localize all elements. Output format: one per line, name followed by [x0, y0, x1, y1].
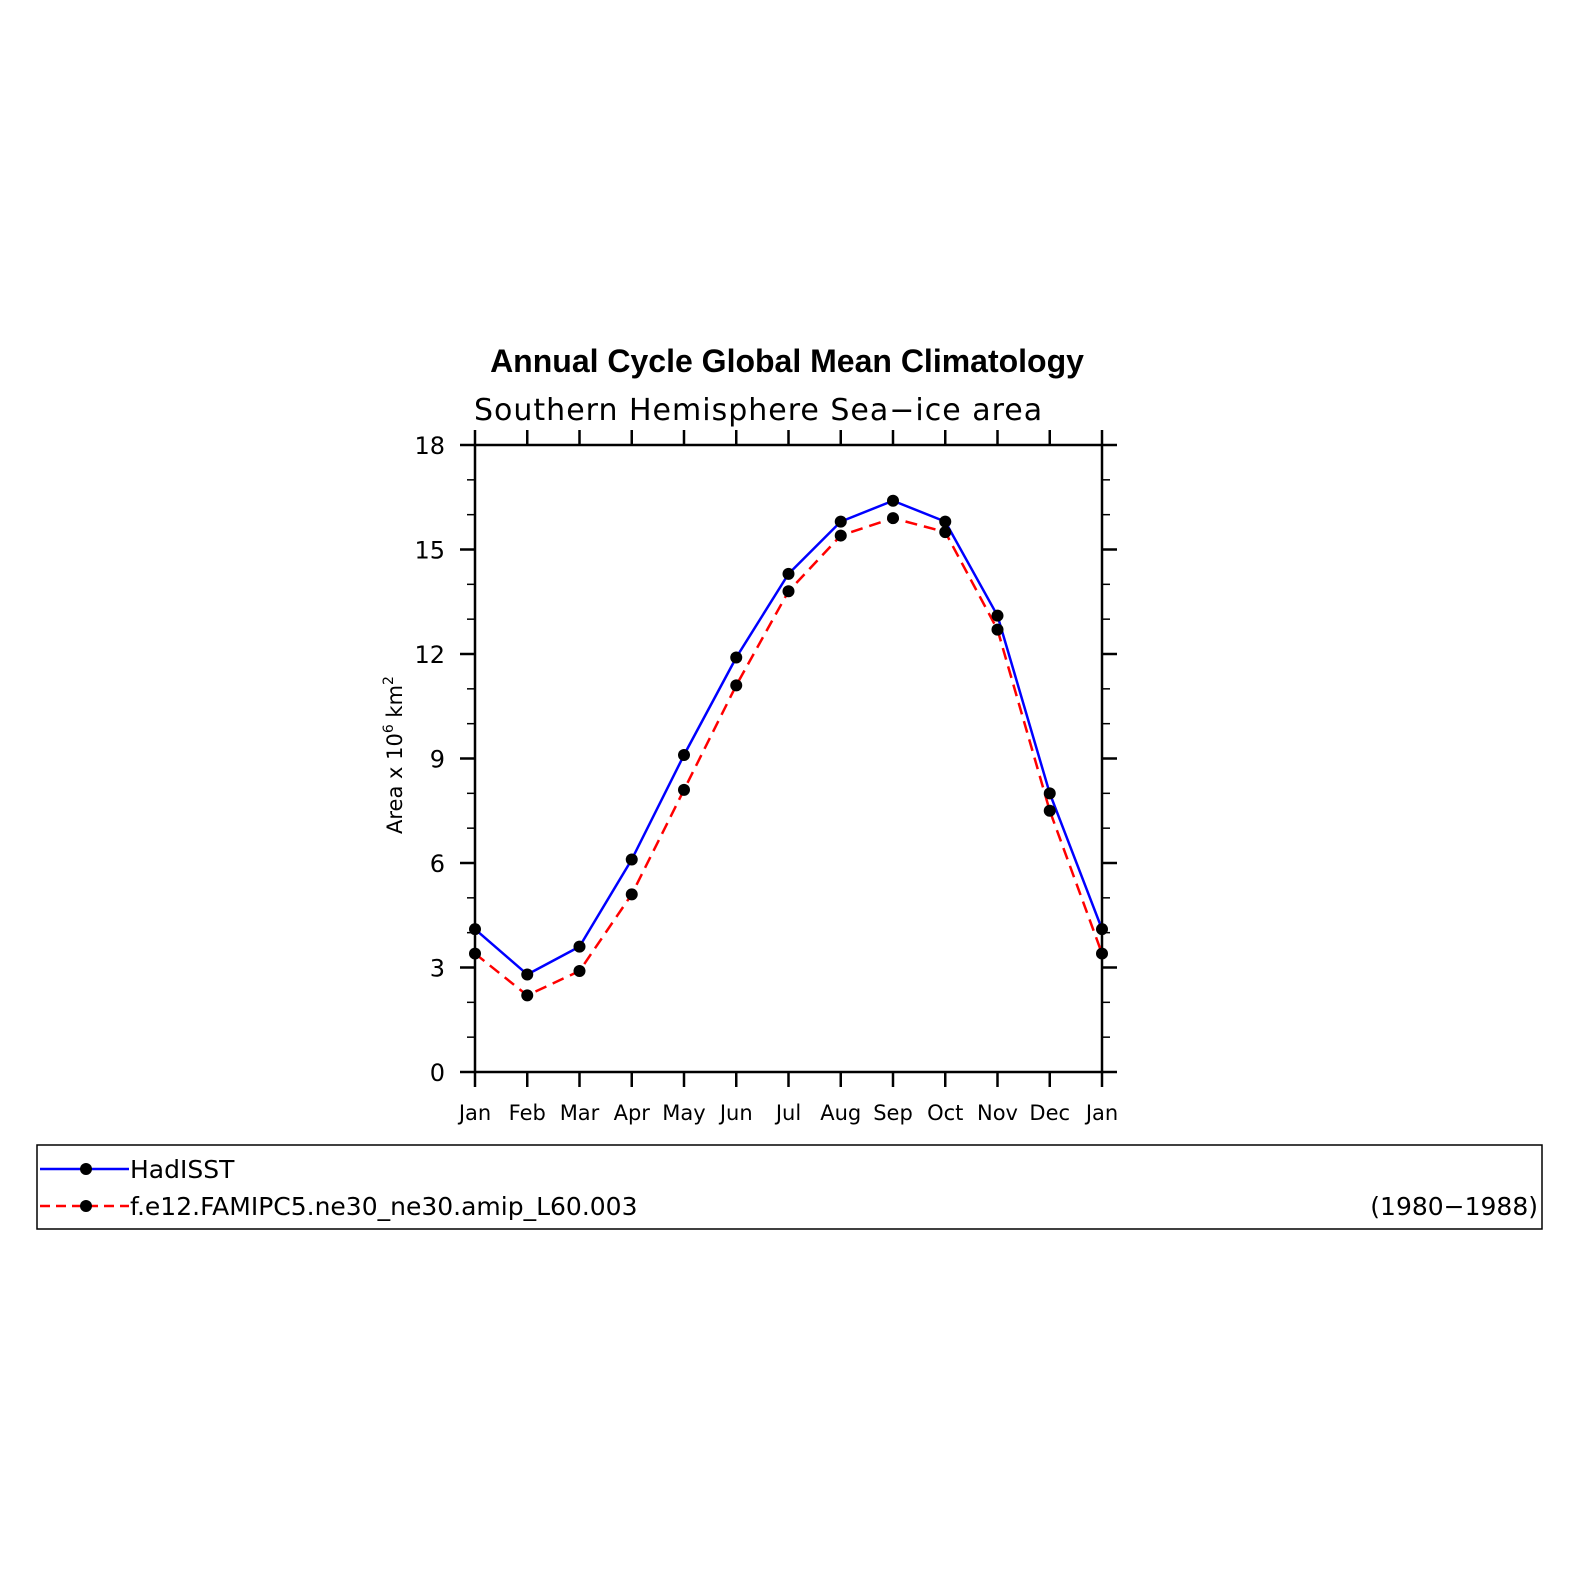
legend: HadISST f.e12.FAMIPC5.ne30_ne30.amip_L60… — [36, 1144, 1543, 1230]
data-point-series-0 — [469, 923, 481, 936]
data-point-series-0 — [625, 853, 638, 866]
x-tick-label: May — [662, 1101, 705, 1125]
legend-box — [36, 1144, 1543, 1230]
legend-marker-hadisst — [80, 1163, 92, 1175]
data-point-series-0 — [678, 749, 690, 762]
axis-ticks: 0 3 6 9 12 15 18 Jan Feb Mar Apr May Jun Jul Aug Sep Oct… — [414, 430, 1118, 1125]
x-tick-label: Oct — [927, 1101, 963, 1125]
data-point-series-1 — [834, 529, 847, 542]
chart-title: Annual Cycle Global Mean Climatology — [490, 343, 1084, 379]
data-point-series-1 — [730, 679, 743, 692]
y-tick-label: 6 — [430, 850, 445, 878]
data-point-series-1 — [521, 989, 534, 1002]
data-point-series-0 — [991, 609, 1004, 622]
y-axis-label-exponent: 6 — [381, 724, 397, 733]
data-point-series-1 — [887, 512, 899, 525]
y-tick-label: 18 — [414, 432, 445, 460]
y-axis-label-unit-exponent: 2 — [381, 676, 397, 685]
y-tick-label: 3 — [430, 955, 445, 983]
legend-label-model: f.e12.FAMIPC5.ne30_ne30.amip_L60.003 — [130, 1192, 638, 1221]
series-layer — [469, 494, 1108, 1002]
data-point-series-0 — [730, 651, 743, 664]
data-point-series-1 — [1096, 947, 1108, 960]
data-point-series-0 — [887, 494, 899, 507]
data-point-series-1 — [939, 526, 952, 539]
x-tick-label: Feb — [509, 1101, 546, 1125]
x-tick-label: Aug — [820, 1101, 861, 1125]
data-point-series-1 — [573, 964, 586, 977]
chart-subtitle: Southern Hemisphere Sea−ice area — [474, 393, 1043, 428]
data-point-series-0 — [782, 567, 795, 580]
data-point-series-0 — [1043, 787, 1056, 800]
x-tick-label: Sep — [873, 1101, 913, 1125]
x-tick-label: Jan — [457, 1101, 491, 1125]
x-tick-label: Apr — [614, 1101, 651, 1125]
x-tick-label: Jul — [774, 1101, 801, 1125]
svg-text:Area x 106 km2: Area x 106 km2 — [381, 676, 407, 834]
plot-frame — [473, 443, 1104, 1074]
x-tick-label: Jun — [718, 1101, 753, 1125]
y-tick-label: 12 — [414, 641, 445, 669]
x-tick-label: Dec — [1029, 1101, 1070, 1125]
y-tick-label: 15 — [414, 537, 445, 565]
x-tick-label: Nov — [977, 1101, 1018, 1125]
x-tick-label: Jan — [1084, 1101, 1118, 1125]
data-point-series-1 — [991, 623, 1004, 636]
y-axis-label-unit: km — [383, 685, 407, 718]
legend-label-hadisst: HadISST — [130, 1155, 235, 1184]
y-tick-label: 9 — [430, 746, 445, 774]
legend-period-note: (1980−1988) — [1370, 1192, 1538, 1221]
y-axis-label: Area x 106 km2 — [381, 676, 407, 834]
data-point-series-0 — [573, 940, 586, 953]
data-point-series-0 — [939, 515, 952, 528]
data-point-series-1 — [1043, 804, 1056, 817]
data-point-series-0 — [834, 515, 847, 528]
legend-marker-model — [80, 1200, 92, 1212]
data-point-series-1 — [625, 888, 638, 901]
data-point-series-1 — [782, 585, 795, 598]
y-tick-label: 0 — [430, 1059, 445, 1087]
data-point-series-0 — [1096, 923, 1108, 936]
data-point-series-1 — [678, 783, 690, 796]
y-axis-label-base: Area x 10 — [383, 733, 407, 834]
x-tick-label: Mar — [560, 1101, 600, 1125]
data-point-series-1 — [469, 947, 481, 960]
data-point-series-0 — [521, 968, 534, 981]
